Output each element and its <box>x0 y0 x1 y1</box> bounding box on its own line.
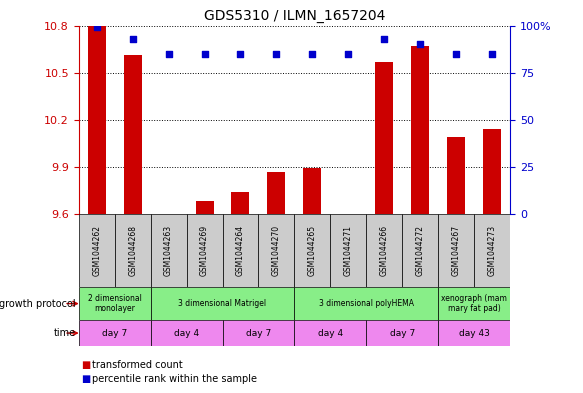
Text: GSM1044264: GSM1044264 <box>236 225 245 276</box>
Text: GSM1044262: GSM1044262 <box>92 225 101 276</box>
Bar <box>79 287 150 320</box>
Text: ■: ■ <box>82 360 91 371</box>
Bar <box>438 214 474 287</box>
Text: day 7: day 7 <box>389 329 415 338</box>
Point <box>487 51 497 57</box>
Bar <box>187 214 223 287</box>
Text: GSM1044271: GSM1044271 <box>344 225 353 276</box>
Text: time: time <box>54 328 76 338</box>
Point <box>92 24 101 31</box>
Bar <box>150 287 294 320</box>
Point <box>344 51 353 57</box>
Text: GSM1044272: GSM1044272 <box>416 225 425 276</box>
Bar <box>231 192 250 214</box>
Bar <box>223 320 294 346</box>
Text: GSM1044273: GSM1044273 <box>487 225 497 276</box>
Text: transformed count: transformed count <box>92 360 182 371</box>
Bar <box>115 214 150 287</box>
Bar <box>268 172 286 214</box>
Bar <box>483 129 501 214</box>
Text: 3 dimensional polyHEMA: 3 dimensional polyHEMA <box>319 299 414 308</box>
Point <box>308 51 317 57</box>
Bar <box>294 214 331 287</box>
Text: GSM1044267: GSM1044267 <box>452 225 461 276</box>
Bar <box>474 214 510 287</box>
Bar <box>79 214 115 287</box>
Text: GSM1044263: GSM1044263 <box>164 225 173 276</box>
Bar <box>294 320 366 346</box>
Point <box>164 51 173 57</box>
Text: 3 dimensional Matrigel: 3 dimensional Matrigel <box>178 299 266 308</box>
Bar <box>438 287 510 320</box>
Bar <box>195 201 213 214</box>
Text: GSM1044270: GSM1044270 <box>272 225 281 276</box>
Text: ■: ■ <box>82 374 91 384</box>
Point <box>236 51 245 57</box>
Bar <box>438 320 510 346</box>
Text: day 4: day 4 <box>174 329 199 338</box>
Bar <box>124 55 142 214</box>
Bar <box>366 320 438 346</box>
Text: day 4: day 4 <box>318 329 343 338</box>
Text: 2 dimensional
monolayer: 2 dimensional monolayer <box>87 294 142 313</box>
Text: GSM1044265: GSM1044265 <box>308 225 317 276</box>
Bar <box>331 214 366 287</box>
Text: day 7: day 7 <box>102 329 127 338</box>
Bar <box>375 62 394 214</box>
Text: GSM1044269: GSM1044269 <box>200 225 209 276</box>
Point <box>200 51 209 57</box>
Text: GSM1044266: GSM1044266 <box>380 225 389 276</box>
Text: day 43: day 43 <box>459 329 490 338</box>
Point <box>272 51 281 57</box>
Bar <box>294 287 438 320</box>
Text: GSM1044268: GSM1044268 <box>128 225 137 276</box>
Bar <box>447 137 465 214</box>
Bar <box>303 168 321 214</box>
Text: xenograph (mam
mary fat pad): xenograph (mam mary fat pad) <box>441 294 507 313</box>
Point <box>128 36 138 42</box>
Point <box>380 36 389 42</box>
Point <box>416 41 425 48</box>
Bar <box>402 214 438 287</box>
Bar <box>411 46 429 214</box>
Text: percentile rank within the sample: percentile rank within the sample <box>92 374 257 384</box>
Bar <box>366 214 402 287</box>
Bar <box>79 320 150 346</box>
Bar <box>150 214 187 287</box>
Bar <box>223 214 258 287</box>
Text: day 7: day 7 <box>246 329 271 338</box>
Text: growth protocol: growth protocol <box>0 299 76 309</box>
Bar <box>87 26 106 214</box>
Bar <box>258 214 294 287</box>
Bar <box>150 320 223 346</box>
Title: GDS5310 / ILMN_1657204: GDS5310 / ILMN_1657204 <box>203 9 385 23</box>
Point <box>451 51 461 57</box>
